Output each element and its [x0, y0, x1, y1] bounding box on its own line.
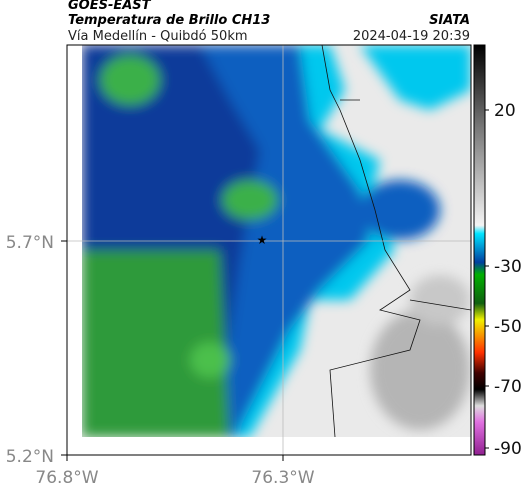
lat-label: 5.7°N — [6, 233, 54, 253]
lat-label: 5.2°N — [6, 447, 54, 467]
colorbar-ticks — [485, 109, 489, 449]
colorbar — [473, 44, 486, 456]
colorbar-label: -70 — [494, 377, 522, 397]
org-label: SIATA — [429, 13, 470, 28]
product-title: Temperatura de Brillo CH13 — [68, 13, 270, 28]
colorbar-label: -50 — [494, 317, 522, 337]
map-frame — [66, 44, 472, 456]
station-marker: ★ — [257, 233, 268, 247]
route-label: Vía Medellín - Quibdó 50km — [68, 29, 248, 44]
colorbar-label: 20 — [494, 101, 516, 121]
colorbar-label: -30 — [494, 257, 522, 277]
lon-label: 76.8°W — [35, 468, 98, 488]
lon-label: 76.3°W — [251, 468, 314, 488]
timestamp: 2024-04-19 20:39 — [353, 29, 470, 44]
satellite-title: GOES-EAST — [68, 0, 152, 13]
colorbar-label: -90 — [494, 439, 522, 459]
